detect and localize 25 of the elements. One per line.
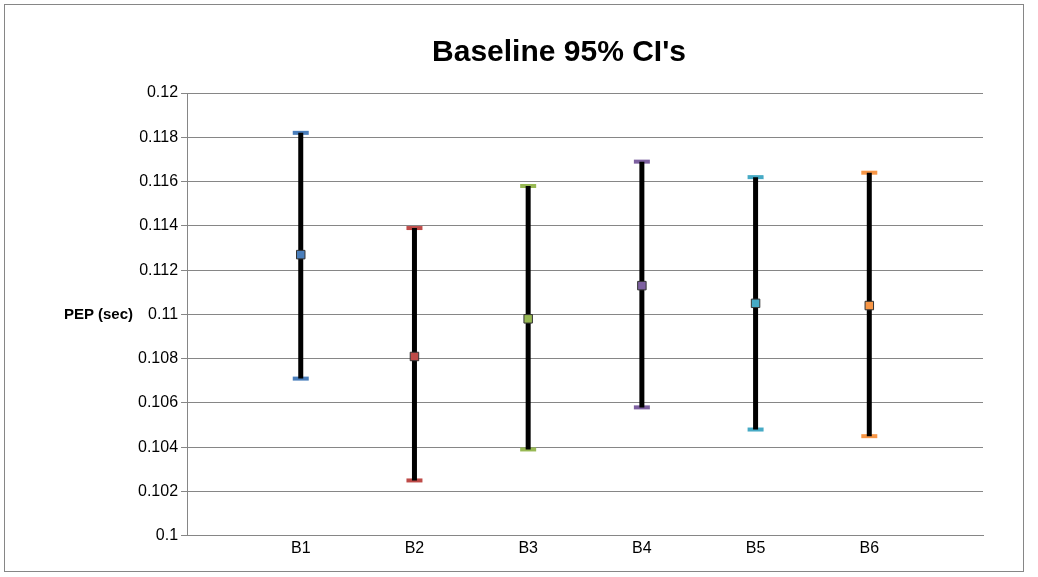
x-tick-label: B5 [745, 538, 766, 556]
point [750, 298, 761, 309]
y-tick-label: 0.114 [139, 216, 179, 234]
point [864, 300, 875, 311]
y-tick-label: 0.106 [137, 393, 179, 411]
y-tick-label: 0.11 [148, 304, 179, 322]
x-tick-label: B6 [859, 538, 880, 556]
y-tick-label: 0.12 [146, 83, 179, 101]
y-axis-title: PEP (sec) [64, 304, 133, 322]
y-tick-label: 0.108 [137, 349, 179, 367]
chart-title: Baseline 95% CI's [432, 34, 686, 68]
x-tick-label: B3 [518, 538, 539, 556]
point [523, 314, 533, 324]
y-tick-label: 0.104 [137, 437, 179, 455]
y-tick-label: 0.102 [137, 481, 179, 499]
y-tick-label: 0.116 [139, 171, 179, 189]
point [637, 280, 647, 291]
x-tick-label: B4 [632, 538, 652, 556]
y-tick-label: 0.118 [139, 127, 179, 145]
y-tick-label: 0.1 [155, 526, 179, 544]
y-tick-label: 0.112 [139, 260, 179, 278]
x-tick-label: B1 [290, 538, 311, 556]
x-tick-label: B2 [404, 538, 425, 556]
point [409, 351, 420, 362]
point [296, 249, 306, 260]
